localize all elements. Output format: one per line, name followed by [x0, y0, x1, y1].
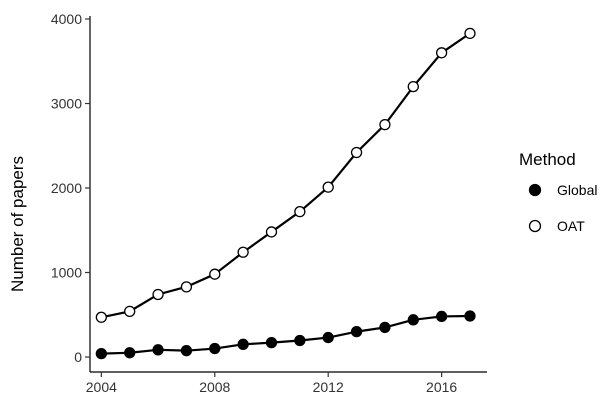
legend-label-global: Global — [557, 182, 597, 198]
y-tick-label: 4000 — [51, 11, 82, 27]
x-tick-label: 2016 — [426, 379, 457, 395]
x-axis-ticks: 2004 2008 2012 2016 — [86, 372, 457, 395]
data-point-oat — [379, 118, 391, 131]
y-tick-label: 0 — [74, 349, 82, 365]
data-point-global — [294, 334, 306, 347]
y-axis-ticks: 0 1000 2000 3000 4000 — [51, 11, 90, 365]
data-point-global — [350, 325, 363, 338]
data-point-oat — [209, 268, 221, 280]
x-tick-label: 2004 — [86, 379, 117, 395]
data-point-oat — [180, 281, 193, 293]
data-point-oat — [464, 27, 476, 40]
data-point-oat — [294, 206, 306, 218]
y-axis-title: Number of papers — [8, 156, 27, 292]
legend-title: Method — [519, 150, 576, 169]
data-point-global — [464, 310, 476, 322]
data-point-global — [152, 344, 164, 356]
data-point-oat — [95, 311, 107, 323]
legend-items: Global OAT — [528, 182, 597, 234]
data-point-oat — [237, 246, 249, 258]
y-tick-label: 3000 — [51, 96, 82, 112]
data-point-global — [180, 345, 193, 357]
legend-key-global — [528, 183, 542, 197]
data-point-oat — [350, 146, 363, 159]
data-point-global — [124, 347, 136, 359]
data-point-global — [265, 336, 278, 349]
data-point-global — [95, 347, 107, 360]
legend: Method Global OAT — [519, 150, 597, 234]
y-tick-label: 1000 — [51, 265, 82, 281]
series-line-oat — [101, 32, 471, 319]
data-point-oat — [152, 288, 164, 301]
data-point-global — [435, 310, 448, 323]
data-point-global — [237, 338, 249, 350]
data-point-global — [322, 331, 334, 344]
data-point-global — [379, 321, 391, 334]
y-tick-label: 2000 — [51, 180, 82, 196]
data-point-oat — [407, 80, 419, 93]
legend-label-oat: OAT — [557, 218, 585, 234]
data-point-global — [407, 314, 419, 326]
data-point-oat — [124, 305, 136, 318]
x-tick-label: 2012 — [313, 379, 344, 395]
data-point-oat — [265, 226, 278, 238]
data-point-global — [209, 342, 221, 355]
plot-area: 0 1000 2000 3000 4000 2004 2008 2012 2016 — [51, 11, 487, 395]
data-point-oat — [322, 181, 334, 193]
data-point-oat — [435, 47, 448, 59]
series-points — [95, 27, 476, 360]
x-tick-label: 2008 — [199, 379, 230, 395]
legend-key-oat — [528, 219, 542, 233]
